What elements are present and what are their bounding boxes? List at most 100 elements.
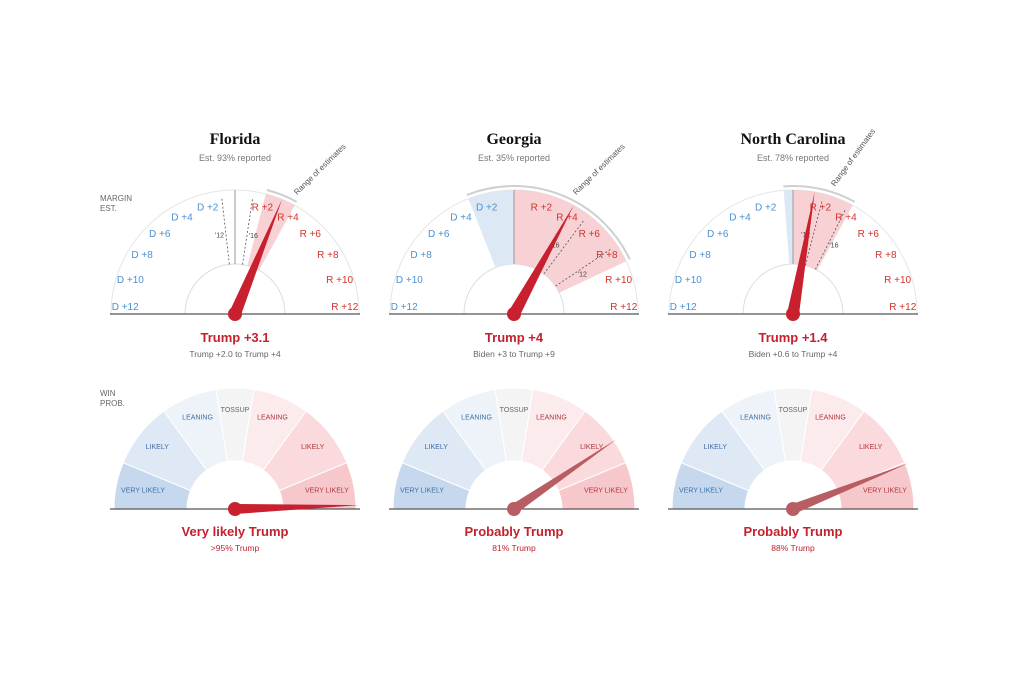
- margin-tick-label: R +8: [596, 250, 618, 261]
- margin-tick-label: R +8: [875, 250, 897, 261]
- margin-tick-label: R +6: [300, 229, 322, 240]
- win-zone-label: LEANING: [740, 414, 771, 421]
- win-needle-hub: [228, 502, 242, 516]
- margin-needle: [787, 191, 815, 316]
- history-line: [805, 199, 823, 266]
- history-line: [221, 196, 230, 265]
- margin-tick-label: D +10: [396, 275, 423, 286]
- margin-tick-label: D +6: [428, 229, 450, 240]
- range-arc: [266, 189, 298, 203]
- win-zone-label: VERY LIKELY: [584, 487, 628, 494]
- reported-label: Est. 78% reported: [757, 153, 829, 163]
- win-result: Probably Trump: [465, 524, 564, 539]
- margin-inner-arc: [742, 263, 844, 315]
- win-needle: [234, 504, 359, 514]
- history-year-label: '16: [829, 243, 838, 250]
- win-zone-label: LIKELY: [146, 444, 170, 451]
- margin-row-label-line2: EST.: [100, 204, 117, 213]
- win-pct-text: 88% Trump: [771, 543, 815, 553]
- win-zone-label: LEANING: [182, 414, 213, 421]
- range-of-estimates-label: Range of estimates: [292, 142, 348, 197]
- win-zone-label: TOSSUP: [779, 407, 808, 414]
- win-zone-label: VERY LIKELY: [679, 487, 723, 494]
- margin-needle: [229, 199, 283, 317]
- margin-tick-label: R +4: [277, 213, 299, 224]
- win-zone-label: LIKELY: [704, 444, 728, 451]
- history-year-label: '16: [550, 243, 559, 250]
- margin-result: Trump +3.1: [201, 330, 270, 345]
- margin-tick-label: R +6: [579, 229, 601, 240]
- state-title: Florida: [210, 131, 261, 148]
- margin-tick-label: R +2: [531, 202, 553, 213]
- win-needle-hub: [507, 502, 521, 516]
- margin-tick-label: D +2: [197, 202, 219, 213]
- margin-tick-label: R +12: [331, 302, 358, 313]
- margin-tick-label: D +6: [149, 229, 171, 240]
- win-zone-label: VERY LIKELY: [305, 487, 349, 494]
- margin-tick-label: D +10: [675, 275, 702, 286]
- reported-label: Est. 35% reported: [478, 153, 550, 163]
- margin-result: Trump +4: [485, 330, 544, 345]
- margin-tick-label: R +6: [858, 229, 880, 240]
- win-zone-label: TOSSUP: [500, 407, 529, 414]
- win-needle: [791, 463, 909, 514]
- history-line: [543, 219, 585, 275]
- win-zone-label: LIKELY: [425, 444, 449, 451]
- margin-needle-hub: [786, 307, 800, 321]
- state-title: Georgia: [486, 131, 541, 148]
- win-result: Very likely Trump: [182, 524, 289, 539]
- win-zone-label: LEANING: [536, 414, 567, 421]
- margin-tick-label: R +2: [810, 202, 832, 213]
- margin-needle: [508, 205, 574, 317]
- win-zone-label: VERY LIKELY: [863, 487, 907, 494]
- win-needle: [511, 439, 617, 514]
- history-line: [815, 208, 847, 270]
- margin-tick-label: D +12: [112, 302, 139, 313]
- win-needle-hub: [786, 502, 800, 516]
- margin-inner-arc: [463, 263, 565, 315]
- margin-tick-label: D +4: [450, 213, 472, 224]
- win-row-label-line1: WIN: [100, 389, 116, 398]
- margin-tick-label: R +12: [889, 302, 916, 313]
- win-zone-label: LEANING: [257, 414, 288, 421]
- history-line: [555, 247, 613, 287]
- margin-needle-hub: [507, 307, 521, 321]
- margin-needle-hub: [228, 307, 242, 321]
- history-year-label: '16: [249, 233, 258, 240]
- margin-tick-label: R +2: [252, 202, 274, 213]
- margin-tick-label: D +6: [707, 229, 729, 240]
- win-zone-label: LEANING: [815, 414, 846, 421]
- win-zone-label: LIKELY: [301, 444, 325, 451]
- margin-tick-label: R +10: [884, 275, 911, 286]
- margin-tick-label: R +10: [326, 275, 353, 286]
- margin-tick-label: R +10: [605, 275, 632, 286]
- range-arc: [783, 185, 856, 203]
- reported-label: Est. 93% reported: [199, 153, 271, 163]
- state-title: North Carolina: [740, 131, 845, 148]
- win-pct-text: 81% Trump: [492, 543, 536, 553]
- history-year-label: '12: [578, 271, 587, 278]
- range-of-estimates-label: Range of estimates: [571, 142, 627, 197]
- margin-tick-label: D +8: [689, 250, 711, 261]
- margin-range-text: Trump +2.0 to Trump +4: [189, 349, 281, 359]
- margin-tick-label: R +8: [317, 250, 339, 261]
- win-zone-label: LEANING: [461, 414, 492, 421]
- margin-tick-label: R +12: [610, 302, 637, 313]
- margin-tick-label: D +2: [476, 202, 498, 213]
- margin-tick-label: D +10: [117, 275, 144, 286]
- range-dem-band: [468, 190, 514, 268]
- margin-tick-label: D +4: [729, 213, 751, 224]
- history-line: [242, 197, 254, 265]
- state-panel-florida: Florida Est. 93% reported Range of estimat…: [110, 131, 360, 553]
- margin-tick-label: D +8: [410, 250, 432, 261]
- margin-tick-label: R +4: [835, 213, 857, 224]
- win-zone-label: LIKELY: [580, 444, 604, 451]
- margin-tick-label: D +4: [171, 213, 193, 224]
- margin-range-text: Biden +3 to Trump +9: [473, 349, 555, 359]
- margin-range-text: Biden +0.6 to Trump +4: [749, 349, 838, 359]
- margin-tick-label: D +2: [755, 202, 777, 213]
- win-result: Probably Trump: [744, 524, 843, 539]
- state-panel-georgia: Georgia Est. 35% reported Range of estimat…: [389, 131, 639, 553]
